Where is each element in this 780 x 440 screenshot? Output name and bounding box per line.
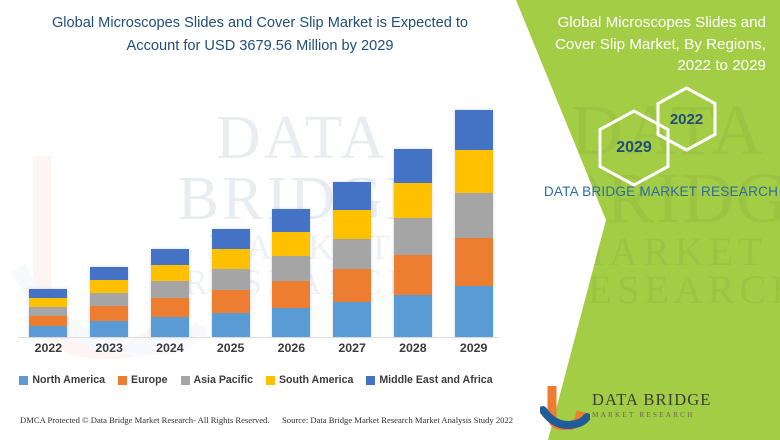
- bar-segment[interactable]: [454, 193, 493, 238]
- legend-swatch-icon: [366, 375, 376, 385]
- bar-stack-2028[interactable]: [393, 149, 432, 337]
- bar-segment[interactable]: [29, 289, 68, 298]
- bar-segment[interactable]: [454, 110, 493, 150]
- bar-segment[interactable]: [272, 232, 311, 256]
- legend-label: Europe: [131, 374, 168, 386]
- bar-segment[interactable]: [333, 269, 372, 302]
- x-axis-label: 2023: [95, 341, 123, 355]
- x-axis-labels: 2022 2023 2024 2025 2026 2027 2028 2029: [0, 341, 516, 363]
- bar-segment[interactable]: [393, 295, 432, 337]
- legend-item[interactable]: Middle East and Africa: [366, 374, 493, 386]
- bar-segment[interactable]: [272, 308, 311, 337]
- bar-segment[interactable]: [29, 307, 68, 316]
- bar-segment[interactable]: [333, 302, 372, 337]
- legend-swatch-icon: [19, 375, 29, 385]
- legend-item[interactable]: North America: [19, 374, 105, 386]
- green-panel-watermark: DATA BRIDGE MARKET RESEARCH: [556, 94, 780, 312]
- footer-copyright: DMCA Protected © Data Bridge Market Rese…: [20, 415, 270, 425]
- logo-name-top: DATA BRIDGE: [592, 390, 712, 409]
- bar-segment[interactable]: [90, 321, 129, 337]
- legend-item[interactable]: Europe: [118, 374, 168, 386]
- hexagon-outline-icon: [656, 86, 717, 152]
- bar-segment[interactable]: [90, 306, 129, 321]
- bar-segment[interactable]: [211, 229, 250, 249]
- panel-brand-text: DATA BRIDGE MARKET RESEARCH: [543, 184, 779, 199]
- stacked-bar-chart: [0, 60, 516, 340]
- hexagon-outline-icon: [598, 109, 670, 187]
- legend-label: North America: [32, 374, 105, 386]
- bar-segment[interactable]: [454, 150, 493, 193]
- legend-label: Asia Pacific: [193, 374, 253, 386]
- legend-swatch-icon: [118, 375, 127, 385]
- bar-segment[interactable]: [393, 218, 432, 255]
- bar-segment[interactable]: [150, 249, 189, 265]
- bar-segment[interactable]: [150, 281, 189, 298]
- bar-stack-2022[interactable]: [29, 289, 68, 337]
- bar-segment[interactable]: [393, 183, 432, 218]
- bar-segment[interactable]: [393, 255, 432, 295]
- legend-item[interactable]: South America: [265, 374, 354, 386]
- hexagon-badge-2022: 2022: [655, 85, 718, 153]
- footer-source: Source: Data Bridge Market Research Mark…: [282, 415, 514, 425]
- bar-segment[interactable]: [90, 280, 129, 293]
- bar-segment[interactable]: [272, 209, 311, 232]
- bar-segment[interactable]: [211, 290, 250, 313]
- page-title: Global Microscopes Slides and Cover Slip…: [51, 15, 469, 54]
- bar-segment[interactable]: [454, 238, 493, 286]
- x-axis-label: 2028: [399, 341, 427, 355]
- logo-name-bottom: MARKET RESEARCH: [592, 411, 695, 419]
- data-bridge-logo-text: DATA BRIDGE MARKET RESEARCH: [592, 390, 711, 419]
- footer: DMCA Protected © Data Bridge Market Rese…: [0, 415, 516, 435]
- bar-segment[interactable]: [150, 265, 189, 281]
- bar-stack-2023[interactable]: [90, 267, 129, 337]
- chart-legend: North America Europe Asia Pacific South Ame…: [0, 374, 512, 386]
- legend-item[interactable]: Asia Pacific: [180, 374, 253, 386]
- bar-stack-2029[interactable]: [454, 110, 493, 337]
- bar-segment[interactable]: [150, 298, 189, 317]
- data-bridge-logo: DATA BRIDGE MARKET RESEARCH: [539, 383, 755, 431]
- chart-plot-area: [18, 60, 504, 337]
- bar-segment[interactable]: [333, 239, 372, 269]
- bar-stack-2026[interactable]: [272, 209, 311, 337]
- bar-segment[interactable]: [333, 182, 372, 210]
- panel-title: Global Microscopes Slides and Cover Slip…: [554, 14, 766, 75]
- bar-stack-2027[interactable]: [333, 182, 372, 337]
- legend-swatch-icon: [265, 375, 275, 385]
- bar-segment[interactable]: [29, 298, 68, 307]
- green-watermark-line-2: MARKET RESEARCH: [556, 228, 780, 312]
- data-bridge-mark-icon: [539, 383, 591, 431]
- x-axis-label: 2026: [277, 341, 306, 355]
- chart-baseline: [18, 337, 500, 338]
- bar-segment[interactable]: [272, 256, 311, 281]
- bar-segment[interactable]: [211, 249, 250, 269]
- bar-segment[interactable]: [29, 316, 68, 326]
- legend-swatch-icon: [180, 375, 190, 385]
- bar-segment[interactable]: [393, 149, 432, 183]
- bar-stack-2024[interactable]: [150, 249, 189, 337]
- bar-stack-2025[interactable]: [211, 229, 250, 337]
- bar-segment[interactable]: [333, 210, 372, 239]
- x-axis-label: 2029: [459, 341, 488, 355]
- legend-label: South America: [278, 374, 354, 386]
- bar-segment[interactable]: [90, 293, 129, 306]
- bar-segment[interactable]: [211, 269, 250, 290]
- legend-label: Middle East and Africa: [379, 374, 493, 386]
- x-axis-label: 2027: [338, 341, 366, 355]
- bar-segment[interactable]: [211, 313, 250, 337]
- bar-segment[interactable]: [29, 326, 68, 337]
- bar-segment[interactable]: [272, 281, 311, 308]
- x-axis-label: 2024: [156, 341, 184, 355]
- hexagon-badge-2029-label: 2029: [616, 139, 652, 156]
- hexagon-badge-2029: 2029: [597, 108, 671, 188]
- bar-segment[interactable]: [150, 317, 189, 337]
- x-axis-label: 2022: [34, 341, 63, 355]
- x-axis-label: 2025: [216, 341, 245, 355]
- bar-segment[interactable]: [454, 286, 493, 337]
- hexagon-badge-2022-label: 2022: [669, 110, 704, 128]
- bar-segment[interactable]: [90, 267, 129, 280]
